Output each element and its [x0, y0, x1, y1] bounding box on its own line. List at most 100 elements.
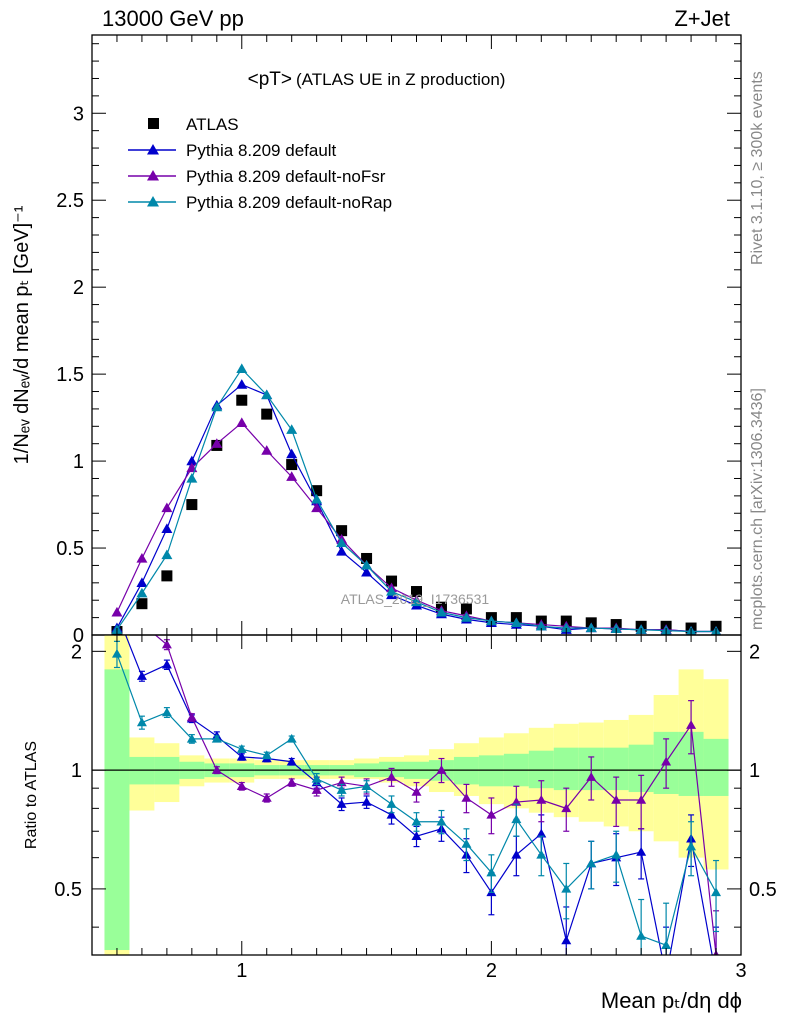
x-axis-label: Mean pₜ/dη dϕ: [601, 988, 742, 1013]
ratio-point: [636, 847, 647, 856]
ratio-point: [636, 930, 647, 940]
ratio-point: [436, 765, 447, 774]
legend-marker: [147, 196, 159, 207]
y-tick-label: 0.5: [56, 538, 84, 560]
data-point: [161, 502, 173, 513]
ratio-point: [236, 744, 247, 753]
band-green-bin: [478, 755, 504, 787]
data-point: [186, 472, 198, 483]
ratio-point: [311, 785, 322, 794]
ratio-point: [636, 795, 647, 804]
side-label-rivet: Rivet 3.1.10, ≥ 300k events: [749, 71, 766, 265]
legend-entry: Pythia 8.209 default: [128, 141, 337, 160]
ratio-y-tick-label-right: 2: [749, 641, 760, 663]
legend-entry: Pythia 8.209 default-noRap: [128, 193, 392, 212]
ratio-point: [361, 797, 372, 806]
data-point: [261, 408, 273, 420]
legend-label: Pythia 8.209 default-noFsr: [186, 167, 386, 186]
header-left: 13000 GeV pp: [102, 6, 244, 31]
data-point: [211, 401, 223, 412]
main-title: <pT>: [248, 69, 292, 90]
data-point: [336, 546, 348, 556]
ratio-point: [661, 756, 672, 766]
legend-entry: Pythia 8.209 default-noFsr: [128, 167, 386, 186]
ratio-point: [386, 809, 397, 819]
data-point: [361, 559, 373, 570]
legend-marker: [148, 118, 159, 129]
data-point: [186, 499, 198, 511]
ratio-point: [536, 828, 547, 838]
ratio-point: [561, 935, 572, 945]
data-point: [336, 525, 348, 537]
legend-label: Pythia 8.209 default: [186, 141, 337, 160]
ratio-point: [336, 785, 347, 794]
y-tick-label: 1: [73, 451, 84, 473]
ratio-point: [186, 712, 197, 722]
ratio-point: [711, 887, 722, 897]
side-label-mcplots: mcplots.cern.ch [arXiv:1306.3436]: [749, 388, 766, 630]
data-point: [485, 615, 497, 626]
main-panel: 0 0.5 1 1.5 2 2.5 3 ATLAS Pythia 8.209 default Py…: [56, 34, 742, 647]
ratio-point: [611, 795, 622, 804]
ratio-point: [386, 799, 397, 808]
data-point: [386, 575, 398, 587]
data-point: [111, 606, 123, 617]
legend-entry: ATLAS: [148, 115, 239, 134]
ratio-point: [461, 792, 472, 802]
data-point: [211, 438, 223, 448]
data-point: [236, 394, 248, 406]
data-point: [161, 570, 173, 582]
band-green-bin: [703, 738, 729, 796]
ratio-point: [211, 733, 222, 743]
ratio-point: [311, 773, 322, 783]
ratio-point: [586, 772, 597, 781]
ratio-point: [136, 717, 147, 727]
ratio-point: [111, 648, 122, 658]
data-point: [361, 566, 373, 577]
legend-marker: [147, 144, 159, 155]
x-tick-label: 3: [735, 960, 746, 982]
ratio-point: [711, 971, 721, 980]
ratio-point: [137, 619, 147, 628]
data-point: [560, 622, 572, 633]
data-point: [435, 606, 447, 617]
ratio-point: [411, 787, 422, 796]
data-point: [261, 445, 273, 455]
data-point: [286, 448, 298, 459]
ratio-point: [486, 809, 497, 819]
ratio-point: [511, 814, 522, 824]
ratio-panel: 1 2 3 0.5 0.5 1 1 2 2: [54, 35, 777, 982]
ratio-point: [336, 799, 347, 808]
ratio-point: [161, 639, 172, 649]
data-point: [261, 389, 273, 400]
band-green-bin: [553, 747, 579, 791]
legend-label: Pythia 8.209 default-noRap: [186, 193, 392, 212]
data-point: [411, 596, 422, 607]
ratio-y-ticks: 0.5 0.5 1 1 2 2: [54, 641, 777, 928]
data-point: [510, 617, 522, 627]
ratio-point: [411, 831, 422, 840]
ratio-point: [112, 577, 122, 586]
data-point: [136, 598, 148, 610]
y-tick-label: 2: [73, 277, 84, 299]
ratio-y-tick-label: 1: [71, 760, 82, 782]
ratio-point: [211, 765, 222, 774]
ratio-point: [611, 849, 622, 859]
data-point: [286, 424, 298, 434]
ratio-point: [161, 659, 172, 669]
ratio-point: [261, 792, 272, 802]
ratio-point: [586, 858, 597, 868]
main-y-label: 1/Nₑᵥ dNₑᵥ/d mean pₜ [GeV]⁻¹: [11, 205, 33, 464]
ratio-point: [286, 756, 297, 766]
legend-marker: [147, 170, 159, 181]
ratio-point: [486, 867, 497, 877]
x-tick-label: 2: [486, 960, 497, 982]
ratio-point: [661, 971, 671, 980]
ratio-point: [461, 838, 472, 848]
data-point: [535, 620, 547, 631]
data-point: [161, 523, 173, 534]
data-point: [336, 537, 348, 547]
data-point: [136, 552, 148, 563]
data-point: [186, 455, 198, 466]
data-point: [136, 587, 148, 598]
